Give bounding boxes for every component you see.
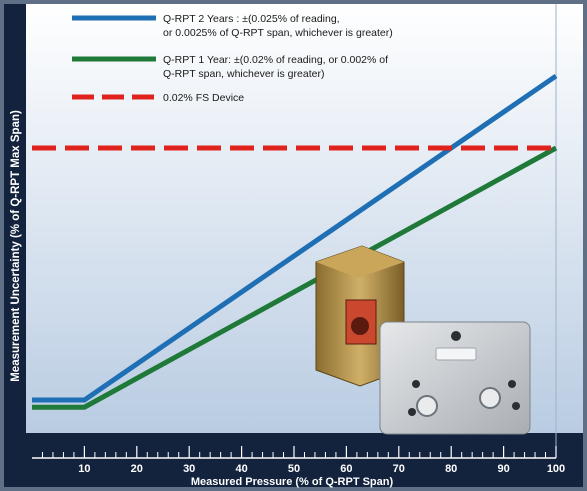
x-tick-label: 80 xyxy=(445,463,457,475)
device-test-port-left-small xyxy=(412,380,420,388)
device-brass-top xyxy=(316,246,404,278)
device-test-port-right xyxy=(479,387,501,409)
x-ticks: 10 20 30 40 50 60 70 80 90 100 xyxy=(41,446,565,475)
device-label-window xyxy=(435,347,477,361)
x-tick-label: 30 xyxy=(183,463,195,475)
q-rpt-device-photo xyxy=(315,245,531,435)
x-tick-label: 50 xyxy=(288,463,300,475)
x-tick-label: 10 xyxy=(78,463,90,475)
x-tick-label: 40 xyxy=(235,463,247,475)
series-line-1 xyxy=(32,73,558,403)
y-axis-band xyxy=(4,4,26,487)
legend-label-1: Q-RPT 2 Years : ±(0.025% of reading, xyxy=(163,13,340,25)
x-tick-label: 70 xyxy=(393,463,405,475)
device-atm-port xyxy=(451,331,461,341)
device-screw-right xyxy=(512,402,520,410)
x-tick-label: 60 xyxy=(340,463,352,475)
series-lines xyxy=(32,73,558,410)
x-tick-label: 100 xyxy=(547,463,565,475)
legend-label-2: Q-RPT span, whichever is greater) xyxy=(163,68,324,80)
x-axis-band xyxy=(26,433,583,487)
x-tick-label: 90 xyxy=(497,463,509,475)
x-axis-title: Measured Pressure (% of Q-RPT Span) xyxy=(191,476,394,488)
legend-label-3: 0.02% FS Device xyxy=(163,92,244,104)
legend: Q-RPT 2 Years : ±(0.025% of reading, or 0… xyxy=(72,13,393,104)
x-tick-label: 20 xyxy=(131,463,143,475)
device-coil xyxy=(351,317,369,335)
device-test-port-left xyxy=(416,395,438,417)
legend-label-2: Q-RPT 1 Year: ±(0.02% of reading, or 0.0… xyxy=(163,54,388,66)
device-test-port-right-small xyxy=(508,380,516,388)
y-axis-title: Measurement Uncertainty (% of Q-RPT Max … xyxy=(10,110,22,382)
device-screw-left xyxy=(408,408,416,416)
legend-label-1: or 0.0025% of Q-RPT span, whichever is g… xyxy=(163,27,393,39)
series-line-2 xyxy=(32,145,558,410)
